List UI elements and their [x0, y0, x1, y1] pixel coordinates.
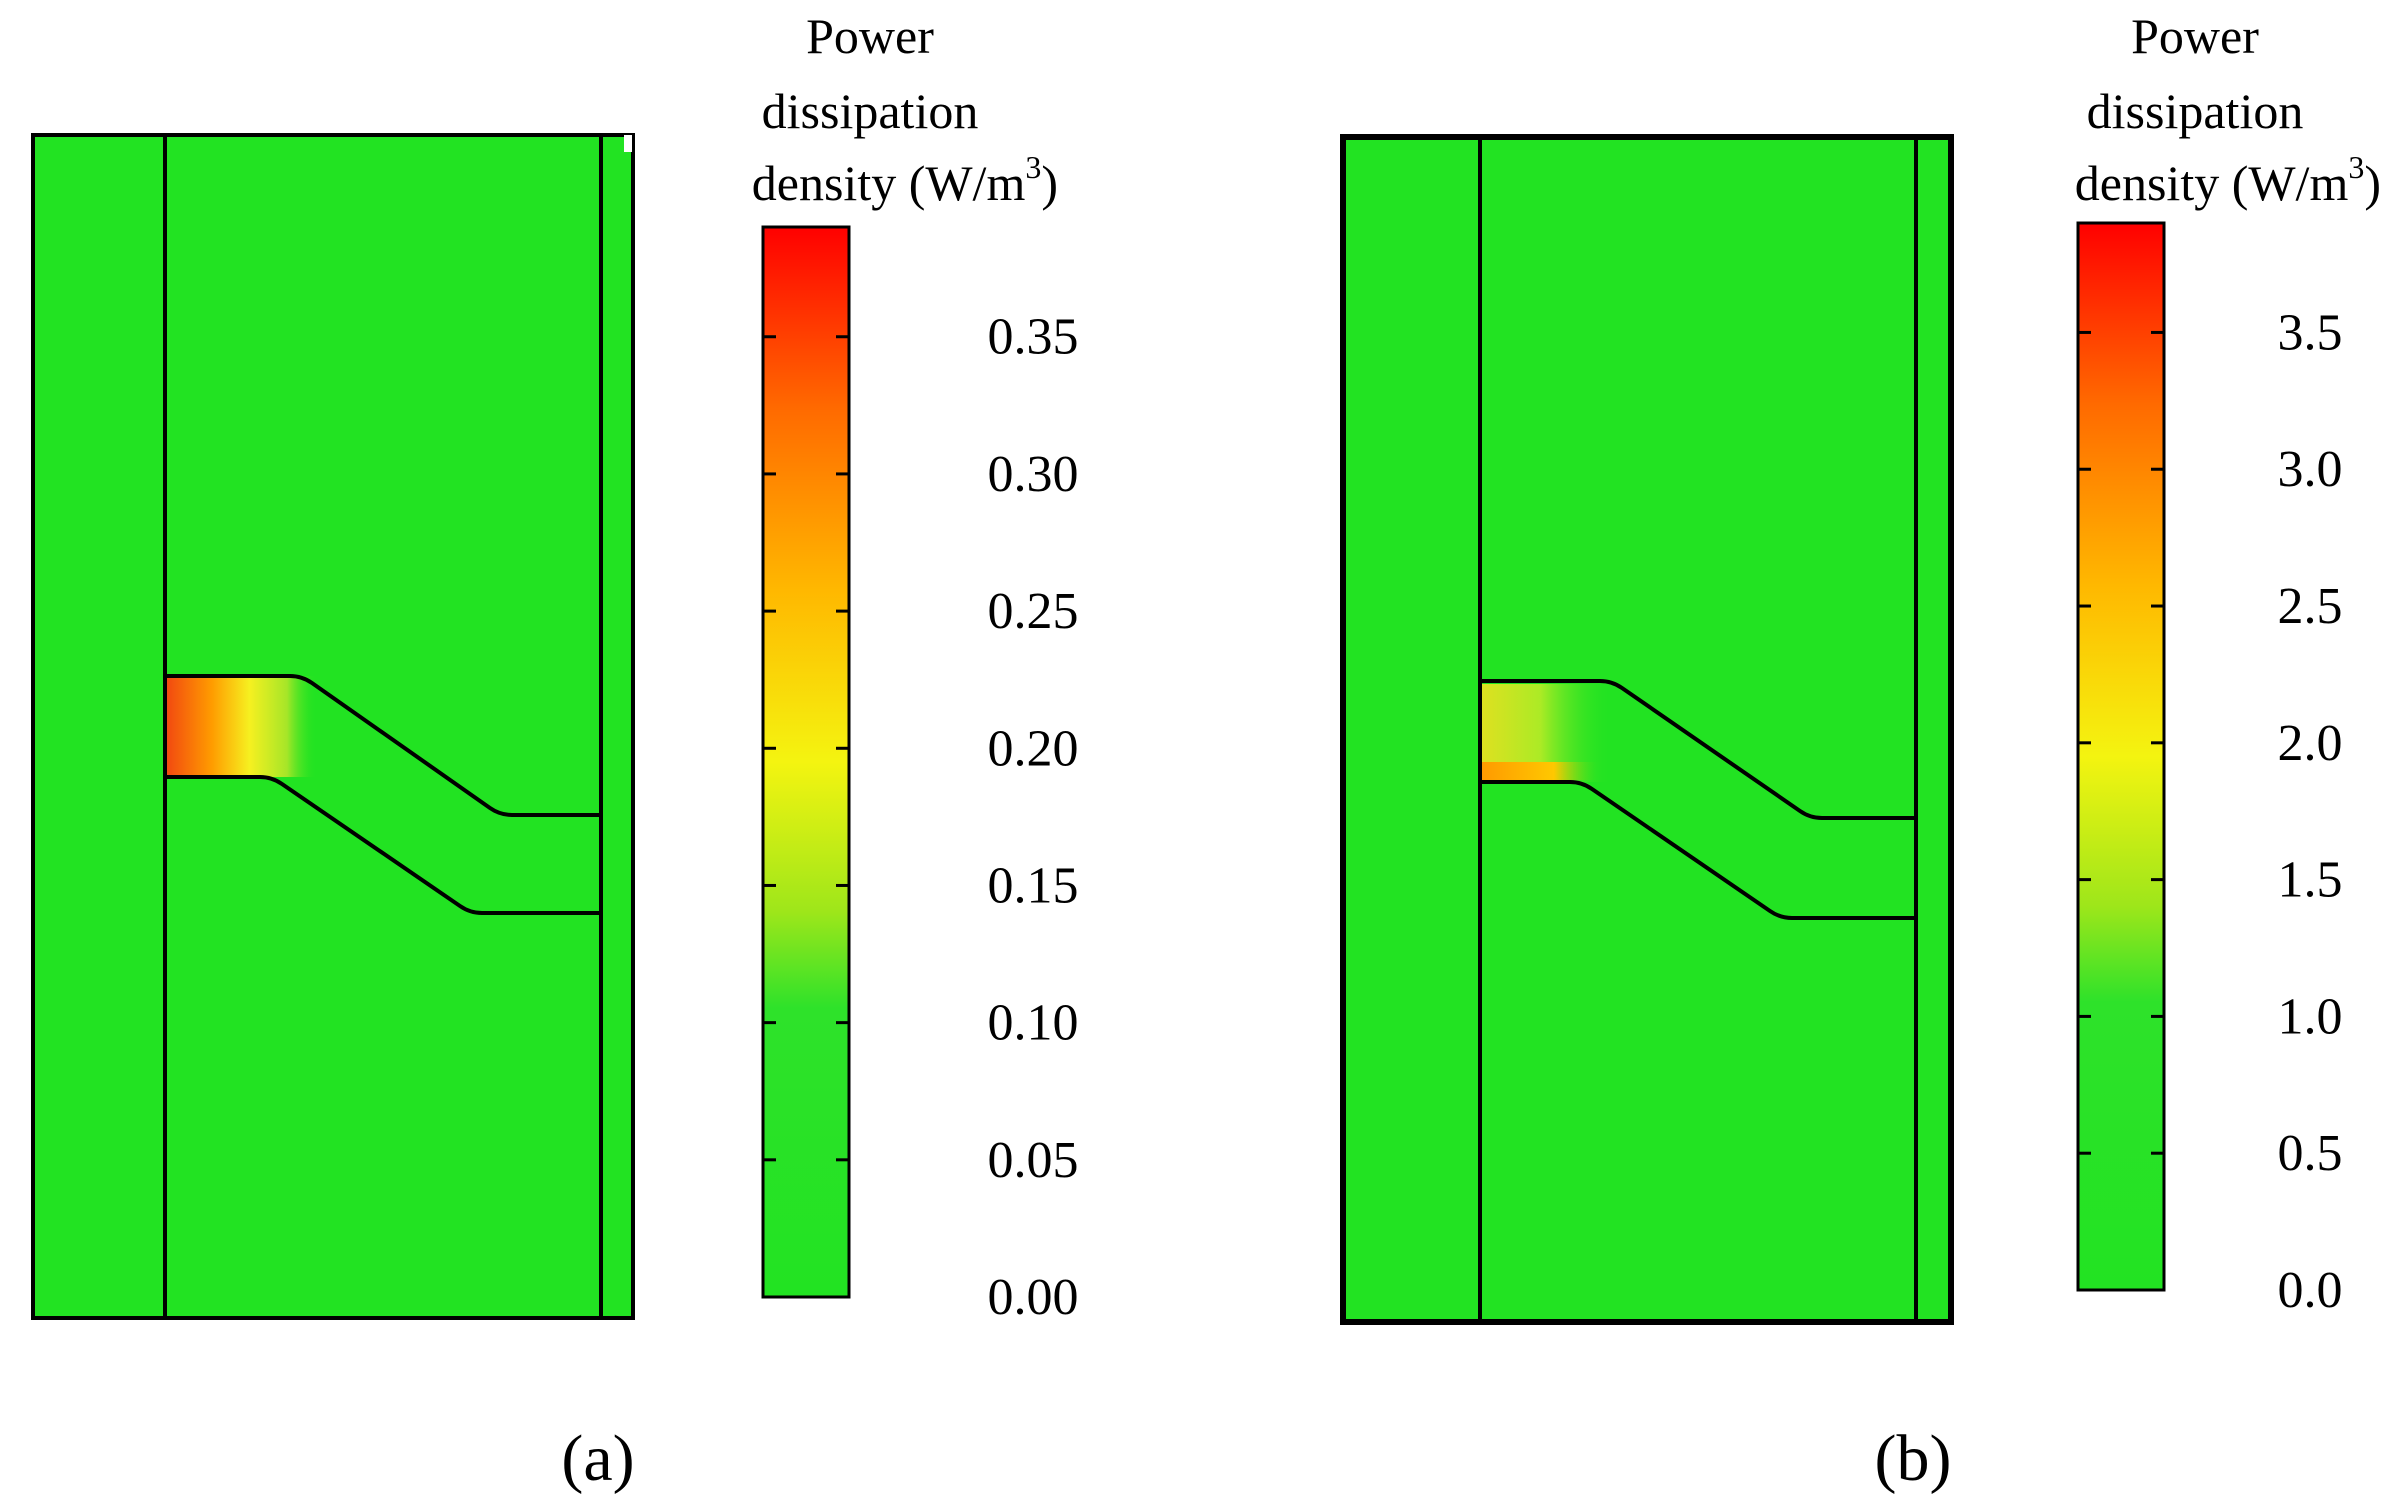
- colorbar-title-unit-b: density (W/m: [2075, 155, 2349, 211]
- colorbar-title-unit-a: density (W/m: [752, 155, 1026, 211]
- colorbar-tick-label-b: 1.5: [2278, 852, 2343, 909]
- waveguide-outline-a: [165, 674, 601, 915]
- panel-b: Power dissipation density (W/m3) 3.5 3.0 2…: [1340, 8, 2381, 1495]
- simulation-domain-a: [31, 133, 635, 1320]
- colorbar-title-sup-a: 3: [1025, 149, 1041, 185]
- colorbar-tick-label-a: 0.10: [988, 995, 1079, 1052]
- colorbar-tick-label-a: 0.05: [988, 1132, 1079, 1189]
- colorbar-b: Power dissipation density (W/m3) 3.5 3.0 2…: [2075, 8, 2381, 1319]
- colorbar-tick-label-a: 0.00: [988, 1269, 1079, 1326]
- colorbar-tick-label-a: 0.15: [988, 857, 1079, 914]
- colorbar-gradient-a: [761, 225, 851, 1299]
- colorbar-tick-label-b: 3.0: [2278, 441, 2343, 498]
- simulation-domain-b: [1340, 134, 1954, 1325]
- caption-b: (b): [1875, 1422, 1952, 1495]
- colorbar-tick-label-b: 2.0: [2278, 715, 2343, 772]
- panel-a: Power dissipation density (W/m3) 0.350.3…: [31, 8, 1079, 1495]
- caption-a: (a): [561, 1422, 634, 1495]
- colorbar-gradient-b: [2076, 221, 2166, 1292]
- colorbar-title-line1-a: Power: [806, 8, 934, 64]
- waveguide-outline-b: [1480, 679, 1916, 920]
- hotspot-a: [167, 676, 317, 777]
- colorbar-ticks-a: 0.35 0.30 0.25 0.20 0.15 0.10 0.05 0.00: [763, 309, 1079, 1326]
- colorbar-title-line3-a: density (W/m3): [752, 149, 1058, 211]
- colorbar-tick-label-a: 0.35: [988, 309, 1079, 366]
- colorbar-title-close-b: ): [2364, 155, 2381, 211]
- hotspot-edge-b: [1482, 762, 1602, 780]
- colorbar-title-close-a: ): [1041, 155, 1058, 211]
- colorbar-tick-label-b: 1.0: [2278, 988, 2343, 1045]
- colorbar-a: Power dissipation density (W/m3) 0.350.3…: [752, 8, 1079, 1326]
- colorbar-tick-label-a: 0.20: [988, 720, 1079, 777]
- colorbar-tick-label-a: 0.30: [988, 446, 1079, 503]
- colorbar-tick-label-b: 0.5: [2278, 1125, 2343, 1182]
- colorbar-title-line1-b: Power: [2131, 8, 2259, 64]
- colorbar-title-sup-b: 3: [2348, 149, 2364, 185]
- colorbar-ticks-b: 3.5 3.0 2.5 2.0 1.5 1.0 0.5 0.0: [2078, 304, 2343, 1319]
- colorbar-tick-label-b: 0.0: [2278, 1262, 2343, 1319]
- colorbar-title-line2-a: dissipation: [762, 83, 979, 139]
- colorbar-tick-label-a: 0.25: [988, 583, 1079, 640]
- colorbar-title-line2-b: dissipation: [2087, 83, 2304, 139]
- colorbar-title-line3-b: density (W/m3): [2075, 149, 2381, 211]
- colorbar-tick-label-b: 3.5: [2278, 304, 2343, 361]
- colorbar-tick-label-b: 2.5: [2278, 578, 2343, 635]
